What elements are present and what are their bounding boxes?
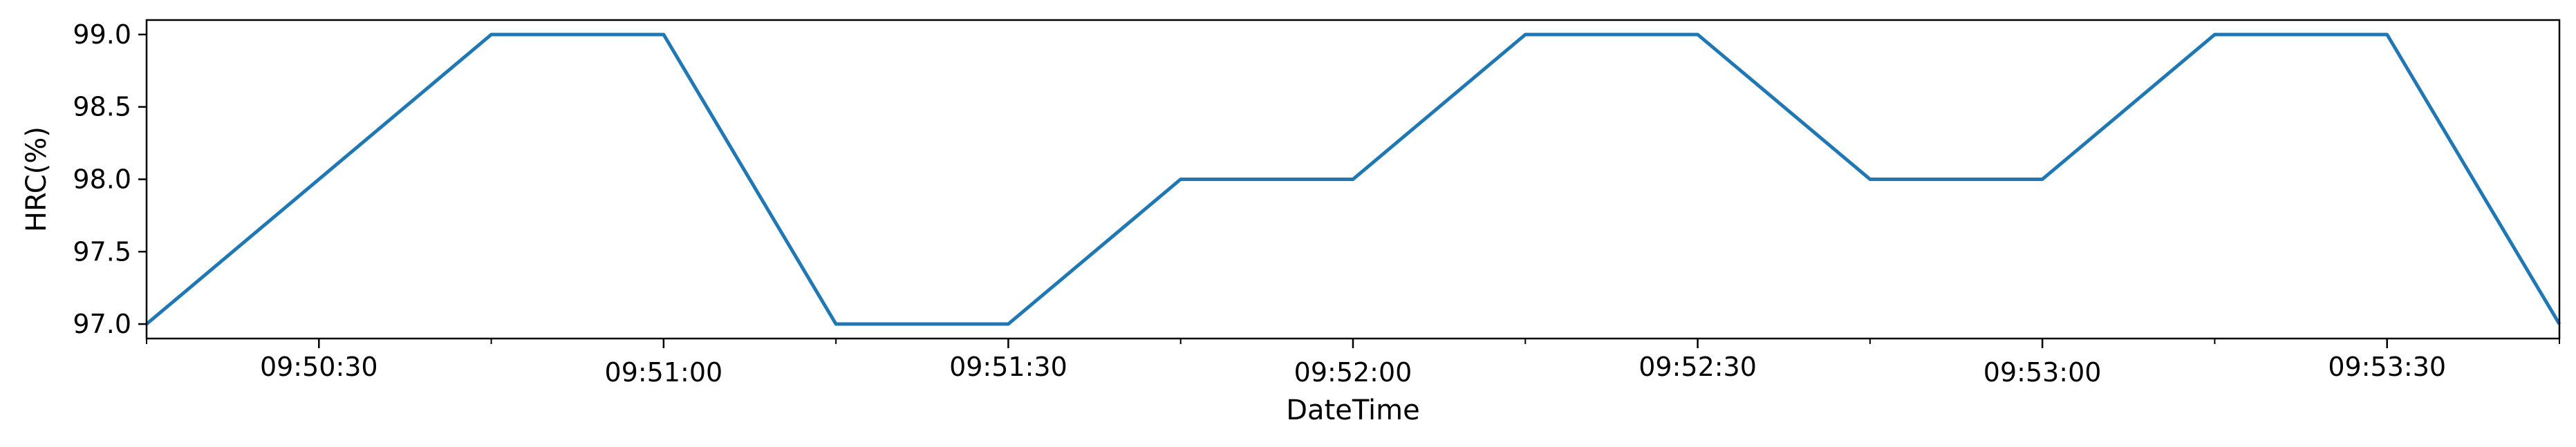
y-tick-label: 98.5 (73, 92, 131, 122)
x-tick-label: 09:50:30 (260, 352, 378, 382)
y-tick-label: 99.0 (73, 19, 131, 50)
y-tick-label: 97.0 (73, 309, 131, 339)
series-line (145, 32, 2561, 326)
y-axis-label: HRC(%) (21, 126, 53, 232)
series-layer (145, 32, 2561, 326)
x-tick-label: 09:51:30 (949, 352, 1067, 382)
x-tick-label: 09:53:00 (1984, 357, 2102, 388)
x-axis-ticks: 09:50:30 09:51:00 09:51:30 09:52:00 09:52:30… (146, 339, 2560, 388)
x-axis-label: DateTime (1286, 394, 1420, 426)
plot-frame (145, 19, 2561, 340)
y-tick-label: 97.5 (73, 236, 131, 267)
x-tick-label: 09:51:00 (605, 357, 723, 388)
y-tick-label: 98.0 (73, 164, 131, 195)
y-axis-ticks: 97.0 97.5 98.0 98.5 99.0 (73, 19, 147, 339)
x-tick-label: 09:52:30 (1639, 352, 1757, 382)
x-tick-label: 09:53:30 (2328, 352, 2446, 382)
x-tick-label: 09:52:00 (1294, 357, 1412, 388)
